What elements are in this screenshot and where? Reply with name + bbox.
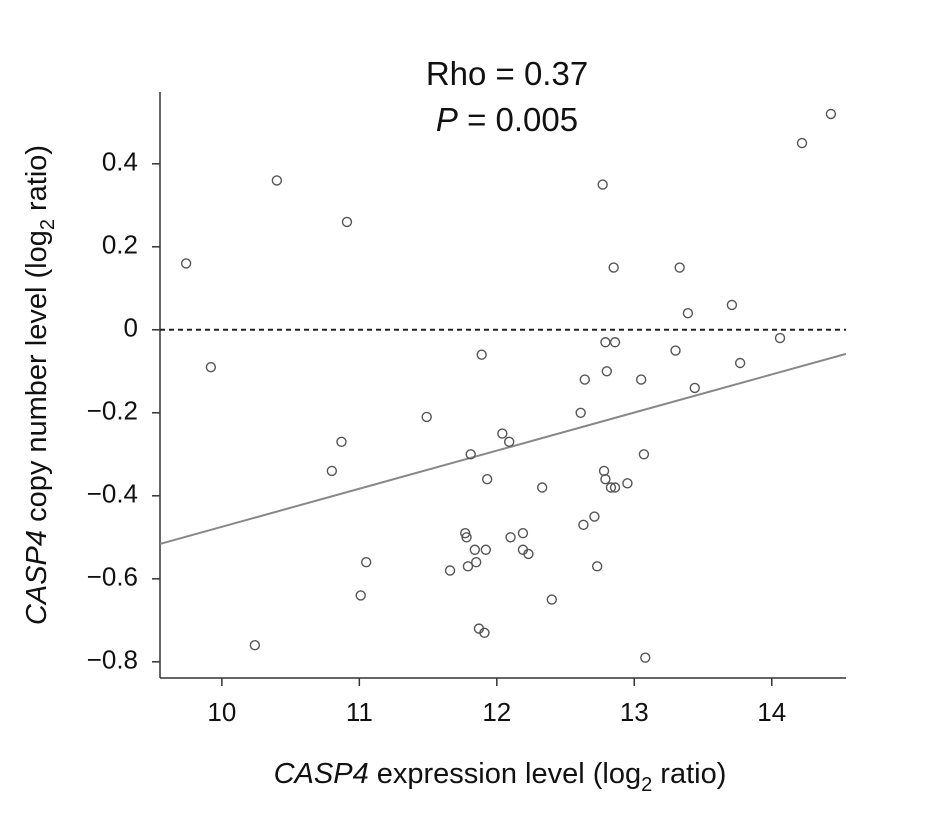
- point: [205, 361, 217, 373]
- point: [249, 640, 261, 651]
- point: [469, 544, 481, 555]
- point: [640, 652, 651, 663]
- point: [578, 519, 589, 531]
- point: [517, 527, 529, 539]
- point: [476, 349, 487, 360]
- y-tick-label: 0.2: [102, 230, 138, 260]
- point: [361, 557, 372, 568]
- point: [796, 137, 808, 149]
- label-part: CASP4: [274, 758, 369, 790]
- point: [461, 532, 472, 543]
- point: [470, 557, 482, 568]
- point: [600, 337, 611, 348]
- label-part: 2: [37, 219, 59, 230]
- point: [689, 382, 700, 394]
- point: [682, 308, 694, 319]
- point: [825, 108, 837, 120]
- point: [726, 299, 738, 311]
- x-tick-label: 14: [757, 697, 786, 727]
- point: [479, 627, 490, 638]
- point: [421, 411, 432, 423]
- label-part: P: [436, 101, 458, 138]
- point: [497, 428, 508, 439]
- label-part: ratio): [21, 145, 53, 219]
- y-tick-label: −0.6: [87, 562, 138, 592]
- annotation: Rho = 0.37: [426, 55, 588, 92]
- point: [597, 179, 608, 190]
- x-tick-label: 13: [620, 697, 649, 727]
- point: [609, 482, 621, 493]
- point: [505, 532, 516, 543]
- label-part: CASP4: [21, 530, 53, 625]
- point: [341, 216, 353, 228]
- label-part: ratio): [652, 758, 726, 790]
- point: [503, 436, 515, 448]
- fit-line: [159, 352, 847, 545]
- label-part: expression level (log: [369, 758, 641, 790]
- point: [546, 594, 558, 605]
- point: [608, 262, 619, 273]
- point: [271, 175, 283, 186]
- point: [326, 465, 338, 477]
- point: [575, 407, 586, 419]
- x-tick-label: 11: [346, 697, 373, 727]
- x-axis-label: CASP4 expression level (log2 ratio): [274, 758, 727, 797]
- x-tick-label: 10: [207, 697, 236, 727]
- point: [635, 374, 647, 385]
- point: [600, 474, 611, 485]
- point: [609, 337, 621, 348]
- point: [638, 449, 650, 460]
- point: [674, 262, 685, 273]
- point: [774, 332, 786, 344]
- point: [734, 357, 746, 369]
- point: [444, 565, 456, 576]
- y-tick-label: 0.4: [102, 147, 138, 177]
- point: [536, 482, 548, 493]
- y-axis-label: CASP4 copy number level (log2 ratio): [21, 145, 60, 625]
- label-part: 2: [641, 774, 652, 796]
- point: [465, 449, 476, 460]
- label-part: = 0.005: [458, 101, 578, 138]
- y-tick-label: −0.4: [87, 479, 138, 509]
- point: [579, 374, 590, 385]
- point: [591, 561, 603, 572]
- annotation: P = 0.005: [436, 101, 578, 138]
- label-part: Rho = 0.37: [426, 55, 588, 92]
- point: [480, 544, 492, 555]
- point: [622, 478, 633, 489]
- point: [481, 474, 493, 485]
- point: [355, 590, 366, 601]
- point: [336, 436, 347, 448]
- point: [462, 561, 474, 572]
- point: [670, 345, 681, 356]
- point: [605, 482, 617, 493]
- point: [598, 465, 610, 477]
- point: [601, 366, 612, 377]
- label-part: copy number level (log: [21, 230, 53, 530]
- point: [523, 548, 534, 560]
- point: [589, 511, 600, 522]
- y-tick-label: −0.8: [87, 645, 138, 675]
- x-tick-label: 12: [482, 697, 511, 727]
- y-tick-label: 0: [124, 313, 138, 343]
- point: [180, 258, 192, 269]
- y-tick-label: −0.2: [87, 396, 138, 426]
